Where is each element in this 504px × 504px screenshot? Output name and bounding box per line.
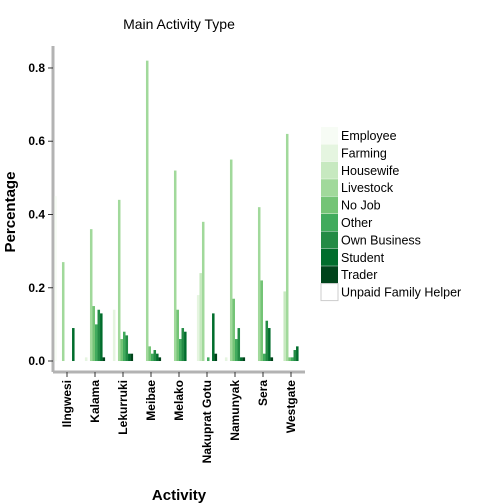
- bars: [54, 60, 299, 362]
- bar-other: [291, 357, 294, 362]
- legend-swatch: [321, 144, 338, 162]
- bar-farming: [224, 357, 228, 362]
- bar-no-job: [288, 357, 291, 362]
- bar-student: [296, 346, 299, 362]
- bar-student: [128, 353, 131, 362]
- legend-swatch: [321, 179, 338, 197]
- plot-area: 0.0 0.2 0.4 0.6 0.8 Ilngwesi Kalama Lekurruki M…: [28, 46, 305, 463]
- bar-trader: [102, 357, 106, 362]
- bar-housewife: [283, 291, 286, 362]
- bar-other: [263, 353, 266, 362]
- bar-livestock: [229, 159, 233, 362]
- bar-no-job: [120, 339, 123, 362]
- x-tick-label: Westgate: [284, 380, 298, 433]
- bar-no-job: [232, 298, 235, 362]
- legend-label: Trader: [341, 268, 377, 282]
- legend-swatch: [321, 248, 338, 266]
- legend-label: Livestock: [341, 181, 394, 195]
- bar-other: [123, 331, 126, 362]
- x-tick-label: Lekurruki: [116, 380, 130, 435]
- legend-label: Unpaid Family Helper: [341, 286, 461, 300]
- bar-housewife: [199, 273, 202, 362]
- bar-own-business: [181, 328, 185, 362]
- legend-label: Housewife: [341, 164, 399, 178]
- bar-farming: [112, 309, 116, 362]
- bar-student: [184, 331, 187, 362]
- legend-label: No Job: [341, 199, 381, 213]
- bar-other: [95, 324, 98, 362]
- y-tick-label: 0.4: [28, 207, 45, 221]
- y-tick-label: 0.2: [28, 281, 45, 295]
- legend-label: Student: [341, 251, 385, 265]
- x-tick-label: Namunyak: [228, 380, 242, 441]
- legend-label: Other: [341, 216, 372, 230]
- bar-own-business: [265, 320, 269, 362]
- bar-other: [179, 339, 182, 362]
- bar-trader: [130, 353, 134, 362]
- bar-trader: [158, 357, 162, 362]
- bar-trader: [270, 357, 274, 362]
- bar-student: [240, 357, 243, 362]
- legend-swatch: [321, 214, 338, 231]
- legend-swatch: [321, 266, 338, 284]
- bar-no-job: [92, 306, 95, 362]
- x-tick-label: Meibae: [144, 380, 158, 421]
- bar-livestock: [145, 60, 149, 362]
- bar-student: [156, 353, 159, 362]
- bar-livestock: [285, 133, 289, 362]
- bar-own-business: [97, 309, 101, 362]
- bar-other: [207, 357, 210, 362]
- x-tick-label: Nakuprat Gotu: [200, 380, 214, 463]
- bar-own-business: [237, 328, 241, 362]
- bar-livestock: [61, 262, 65, 362]
- chart-title: Main Activity Type: [123, 16, 235, 32]
- bar-livestock: [89, 229, 93, 362]
- bar-other: [151, 353, 154, 362]
- legend: Employee Farming Housewife Livestock No Job O…: [320, 127, 461, 302]
- bar-student: [72, 328, 75, 362]
- legend-swatch: [321, 196, 338, 214]
- legend-label: Own Business: [341, 233, 421, 247]
- bar-no-job: [148, 346, 151, 362]
- legend-swatch: [321, 161, 338, 179]
- legend-swatch: [321, 231, 338, 249]
- bar-trader: [242, 357, 246, 362]
- bar-trader: [214, 353, 218, 362]
- bar-no-job: [260, 280, 263, 362]
- y-tick-label: 0.0: [28, 354, 45, 368]
- bar-own-business: [125, 335, 129, 362]
- x-axis-title: Activity: [152, 487, 207, 504]
- bar-own-business: [153, 350, 157, 362]
- y-tick-label: 0.6: [28, 134, 45, 148]
- bar-livestock: [201, 221, 205, 362]
- x-tick-label: Melako: [172, 380, 186, 421]
- bar-student: [268, 328, 271, 362]
- x-tick-label: Sera: [256, 380, 270, 406]
- bar-livestock: [173, 170, 177, 362]
- bar-livestock: [257, 207, 261, 362]
- legend-label: Farming: [341, 146, 387, 160]
- y-tick-label: 0.8: [28, 61, 45, 75]
- bar-student: [212, 313, 215, 362]
- x-tick-label: Kalama: [88, 380, 102, 423]
- y-axis-title: Percentage: [2, 172, 19, 253]
- bar-employee: [54, 196, 57, 362]
- bar-farming: [84, 357, 88, 362]
- bar-other: [235, 339, 238, 362]
- bar-no-job: [176, 309, 179, 362]
- bar-own-business: [293, 350, 297, 362]
- legend-swatch: [321, 127, 338, 144]
- bar-livestock: [117, 199, 121, 362]
- x-tick-label: Ilngwesi: [60, 380, 74, 427]
- x-ticks: Ilngwesi Kalama Lekurruki Meibae Melako Nakup…: [60, 372, 298, 463]
- legend-label: Employee: [341, 129, 397, 143]
- y-ticks: 0.0 0.2 0.4 0.6 0.8: [28, 61, 53, 368]
- bar-farming: [196, 295, 200, 362]
- legend-swatch: [320, 283, 339, 302]
- bar-student: [100, 313, 103, 362]
